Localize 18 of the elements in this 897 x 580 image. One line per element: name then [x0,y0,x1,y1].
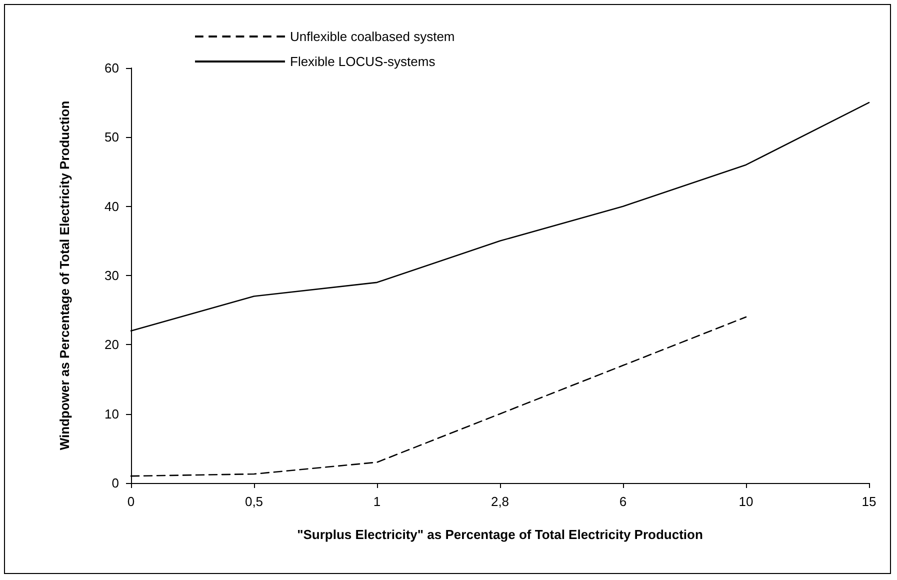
x-tick-label: 0,5 [244,494,264,509]
y-tick-label: 0 [112,476,119,490]
x-tick-label: 6 [619,494,627,509]
x-axis-title: "Surplus Electricity" as Percentage of Total Electricity Production [297,527,703,542]
y-tick-label: 40 [104,198,119,214]
legend-label: Unflexible coalbased system [290,29,455,44]
y-tick-label: 20 [104,337,119,352]
x-tick-label: 0 [127,494,135,509]
x-tick-label: 10 [738,494,754,509]
y-tick-label: 50 [104,130,119,145]
x-tick-label: 2,8 [490,494,510,509]
y-tick-label: 30 [104,268,119,283]
y-axis-title: Windpower as Percentage of Total Electricity Production [57,100,72,450]
legend-label: Flexible LOCUS-systems [290,54,436,69]
x-tick-label: 15 [862,494,876,509]
y-tick-label: 10 [104,406,119,422]
y-tick-label: 60 [104,60,119,76]
x-tick-label: 1 [373,494,381,509]
